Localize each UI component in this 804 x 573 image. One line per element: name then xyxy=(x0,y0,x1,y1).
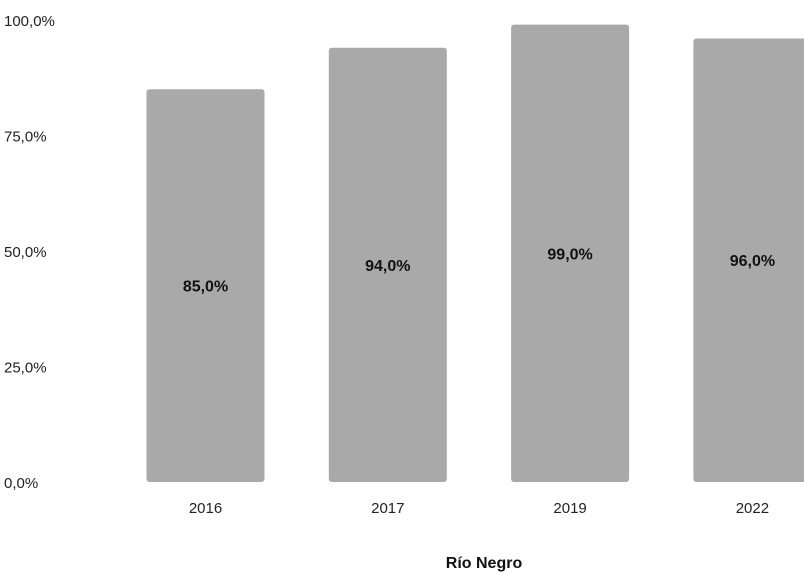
y-tick-label: 0,0% xyxy=(4,475,38,492)
y-tick-label: 25,0% xyxy=(4,360,47,377)
data-labels: 85,0% 94,0% 99,0% 96,0% xyxy=(183,246,775,295)
bar-2022 xyxy=(693,38,804,482)
bar-2017 xyxy=(328,47,447,482)
bars xyxy=(146,24,804,483)
x-tick-label-2022: 2022 xyxy=(736,500,769,517)
y-tick-label: 50,0% xyxy=(4,244,47,261)
data-label-2022: 96,0% xyxy=(730,253,775,270)
x-tick-label-2019: 2019 xyxy=(553,500,586,517)
x-axis: 2016 2017 2019 2022 xyxy=(189,500,769,517)
data-label-2016: 85,0% xyxy=(183,279,228,296)
x-tick-label-2016: 2016 xyxy=(189,500,222,517)
x-tick-label-2017: 2017 xyxy=(371,500,404,517)
y-axis: 0,0% 25,0% 50,0% 75,0% 100,0% xyxy=(4,13,55,492)
x-axis-title: Río Negro xyxy=(446,555,523,572)
data-label-2017: 94,0% xyxy=(365,258,410,275)
y-tick-label: 75,0% xyxy=(4,129,47,146)
bar-2019 xyxy=(511,24,630,483)
bar-2016 xyxy=(146,89,265,483)
y-tick-label: 100,0% xyxy=(4,13,55,30)
data-label-2019: 99,0% xyxy=(547,246,592,263)
